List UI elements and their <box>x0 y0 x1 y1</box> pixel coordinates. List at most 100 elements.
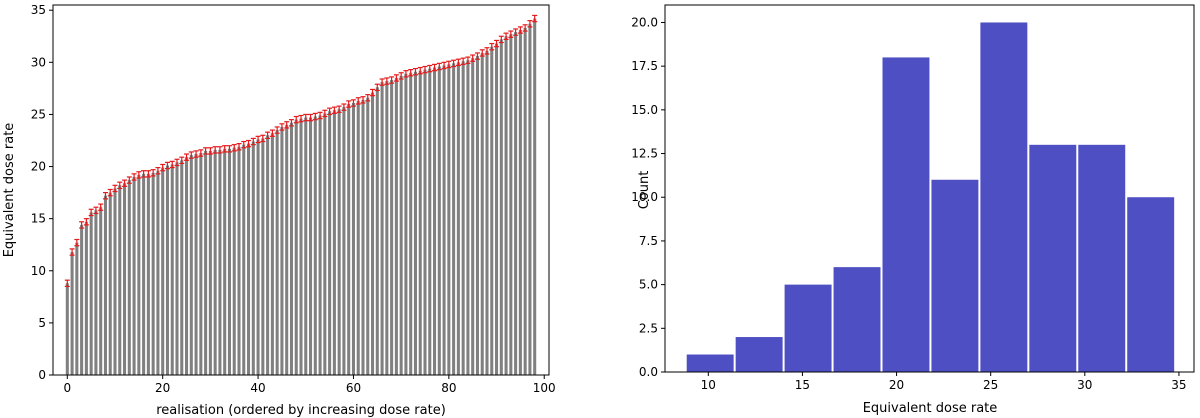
error-bar <box>288 119 294 127</box>
y-tick-label: 30 <box>31 55 46 69</box>
error-bar <box>403 70 409 78</box>
y-tick-label: 7.5 <box>639 234 658 248</box>
error-bar <box>484 47 490 55</box>
x-tick-label: 20 <box>155 381 170 395</box>
bar <box>423 69 427 375</box>
error-bar <box>398 72 404 80</box>
bar <box>313 116 317 376</box>
y-tick-label: 2.5 <box>639 321 658 335</box>
y-tick-label: 15.0 <box>631 103 658 117</box>
error-bar <box>308 113 314 122</box>
error-bar <box>527 20 533 28</box>
error-bar <box>112 184 118 193</box>
bar <box>204 150 208 375</box>
bar <box>94 210 98 375</box>
y-axis-ticks: 0 5 10 15 20 25 30 35 <box>31 3 53 382</box>
y-tick-label: 0 <box>38 368 46 382</box>
bar <box>294 119 298 375</box>
y-tick-label: 35 <box>31 3 46 17</box>
error-bar <box>160 163 166 172</box>
x-tick-label: 100 <box>533 381 556 395</box>
error-bar <box>460 57 466 66</box>
bar <box>304 117 308 375</box>
error-bar <box>341 103 347 111</box>
y-tick-label: 5.0 <box>639 278 658 292</box>
bar <box>442 65 446 375</box>
error-bar <box>474 52 480 60</box>
error-bar <box>465 56 471 64</box>
bar <box>237 146 241 375</box>
bar <box>156 170 160 375</box>
histogram-bar <box>980 22 1028 372</box>
y-tick-label: 17.5 <box>631 59 658 73</box>
bar <box>418 70 422 375</box>
error-bar <box>374 83 380 92</box>
error-bar <box>131 173 137 181</box>
error-bar <box>455 58 461 67</box>
error-bar <box>198 149 204 157</box>
bar <box>461 61 465 376</box>
y-tick-label: 20.0 <box>631 15 658 29</box>
error-bar <box>269 129 275 137</box>
error-bar <box>355 97 361 105</box>
bar <box>256 139 260 375</box>
bar <box>342 107 346 376</box>
error-bar <box>193 150 199 158</box>
bar <box>347 104 351 375</box>
error-bar <box>164 161 170 170</box>
bar <box>180 160 184 375</box>
bar <box>218 149 222 375</box>
bar <box>65 283 69 375</box>
bar <box>275 130 279 375</box>
error-bar <box>102 192 108 200</box>
bar <box>351 102 355 375</box>
error-bar <box>370 88 376 97</box>
error-bar <box>336 105 342 113</box>
error-bar <box>155 166 161 175</box>
plot-frame <box>664 4 1195 373</box>
error-bar <box>117 181 123 190</box>
bar <box>390 80 394 376</box>
bar <box>523 27 527 376</box>
error-bar <box>489 42 495 51</box>
error-bar <box>93 206 99 215</box>
bar <box>371 92 375 376</box>
error-bar <box>389 76 395 84</box>
error-bar <box>255 135 261 144</box>
error-bar <box>74 238 80 247</box>
bar <box>375 87 379 376</box>
error-bar <box>246 139 252 148</box>
error-bar <box>360 96 366 104</box>
x-tick-label: 40 <box>250 381 265 395</box>
error-bar <box>503 32 509 40</box>
y-tick-label: 12.5 <box>631 147 658 161</box>
error-bar <box>451 59 457 68</box>
bar <box>447 64 451 375</box>
bar <box>232 147 236 375</box>
bar <box>385 81 389 376</box>
error-bar <box>98 203 104 211</box>
error-bar <box>265 131 271 140</box>
bar <box>533 18 537 376</box>
x-tick-label: 35 <box>1171 378 1186 392</box>
bar <box>103 195 107 375</box>
bar <box>337 109 341 376</box>
bar <box>499 39 503 375</box>
dose-rate-histogram: 10 15 20 25 30 35 0.0 2.5 5.0 7.5 10.0 12.5 15.0 17.… <box>631 4 1195 416</box>
error-bar <box>322 109 328 118</box>
bar <box>170 164 174 375</box>
histogram-bar <box>1127 197 1175 372</box>
bar <box>356 100 360 375</box>
bar <box>471 58 475 375</box>
bar <box>518 30 522 375</box>
bar <box>113 188 117 375</box>
histogram-bar <box>1078 144 1126 372</box>
bar <box>123 183 127 375</box>
error-bar <box>107 188 113 197</box>
error-bar <box>88 208 94 217</box>
bar <box>70 252 74 375</box>
error-bar <box>174 158 180 167</box>
y-axis-label: Count <box>637 171 652 210</box>
bar <box>261 138 265 375</box>
